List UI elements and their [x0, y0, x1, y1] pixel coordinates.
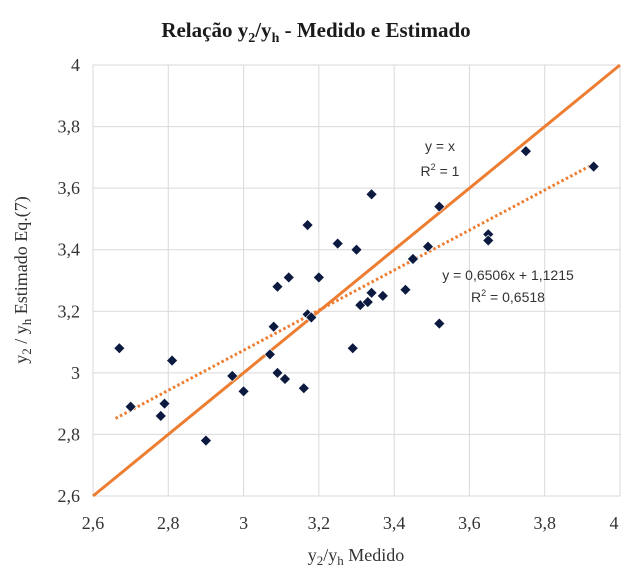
x-axis-tick-labels: 2,6 2,8 3 3,2 3,4 3,6 3,8 4: [82, 513, 619, 533]
data-point: [271, 366, 284, 379]
y-tick-label: 4: [71, 55, 80, 75]
x-tick-label: 3,6: [458, 513, 481, 533]
data-point: [301, 219, 314, 232]
x-axis-title: y2/yh Medido: [308, 545, 405, 567]
data-point: [587, 160, 600, 173]
y-tick-label: 3: [71, 363, 80, 383]
data-points: [113, 145, 600, 447]
x-tick-label: 3,2: [308, 513, 331, 533]
x-tick-label: 3: [239, 513, 248, 533]
data-point: [407, 253, 419, 265]
data-point: [365, 286, 378, 299]
y-tick-label: 3,4: [58, 240, 81, 260]
x-tick-label: 3,4: [383, 513, 406, 533]
data-point: [519, 145, 532, 158]
data-point: [376, 289, 389, 302]
data-point: [282, 271, 295, 284]
data-point: [350, 243, 363, 256]
data-point: [482, 234, 495, 247]
data-point: [433, 200, 446, 213]
chart-title: Relação y2/yh - Medido e Estimado: [161, 18, 470, 46]
identity-line-equation: y = x: [425, 138, 455, 154]
plot-area-frame: [92, 64, 621, 497]
x-tick-label: 3,8: [533, 513, 556, 533]
data-point: [154, 410, 167, 422]
data-point: [279, 373, 291, 385]
y-tick-label: 2,8: [58, 424, 81, 444]
data-point: [113, 342, 126, 355]
x-tick-label: 2,6: [82, 513, 105, 533]
data-point: [166, 354, 178, 367]
data-point: [237, 385, 250, 398]
y-tick-label: 2,6: [58, 486, 81, 506]
data-point: [226, 370, 239, 382]
data-point: [399, 283, 412, 296]
data-point: [361, 296, 374, 308]
data-point: [312, 271, 325, 284]
grid-lines: [92, 64, 621, 497]
y-tick-label: 3,8: [58, 117, 81, 137]
data-point: [365, 188, 378, 201]
data-point: [433, 317, 446, 330]
data-point: [305, 311, 318, 324]
y-axis-tick-labels: 2,6 2,8 3 3,2 3,4 3,6 3,8 4: [58, 55, 81, 506]
data-point: [297, 382, 310, 395]
fit-lines: [92, 63, 621, 498]
data-point: [124, 400, 137, 413]
regression-trendline: [114, 162, 595, 420]
x-tick-label: 4: [610, 513, 619, 533]
regression-line-r2: R2 = 0,6518: [471, 288, 545, 305]
data-point: [200, 434, 212, 447]
data-point: [271, 280, 284, 293]
y-tick-label: 3,6: [58, 178, 81, 198]
y-tick-label: 3,2: [58, 301, 81, 321]
data-point: [158, 397, 171, 410]
identity-line: [92, 63, 621, 498]
data-point: [263, 348, 276, 361]
identity-line-r2: R2 = 1: [421, 162, 460, 179]
x-tick-label: 2,8: [157, 513, 180, 533]
data-point: [422, 240, 434, 253]
regression-line-equation: y = 0,6506x + 1,1215: [442, 267, 574, 283]
data-point: [331, 237, 344, 250]
data-point: [267, 320, 280, 333]
data-point: [346, 342, 359, 355]
y-axis-title: y2 / yh Estimado Eq.(7): [11, 196, 34, 364]
